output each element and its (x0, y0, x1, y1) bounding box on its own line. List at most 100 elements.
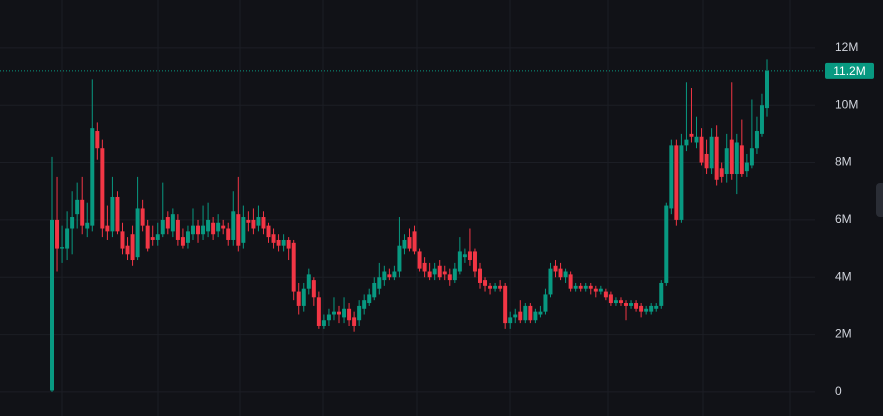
y-tick-label: 2M (835, 327, 852, 341)
candle-body (75, 199, 80, 215)
candle-body (85, 222, 90, 229)
candle-body (135, 208, 140, 258)
candle-body (719, 168, 724, 177)
candle-body (306, 274, 311, 289)
candle-body (372, 282, 377, 298)
candle-body (407, 237, 412, 249)
candle-body (548, 268, 553, 295)
last-price-label: 11.2M (833, 64, 865, 78)
candle-body (573, 285, 578, 289)
candle-body (754, 131, 759, 149)
candle-body (689, 133, 694, 137)
candle-body (598, 288, 603, 292)
candle-body (281, 239, 286, 246)
y-tick-label: 0 (835, 384, 842, 398)
last-price-badge (825, 62, 874, 79)
y-tick-label: 8M (835, 155, 852, 169)
candle-body (115, 196, 120, 232)
candle-body (211, 222, 216, 235)
candle-body (100, 148, 105, 229)
y-tick-label: 12M (835, 40, 858, 54)
candle-body (749, 148, 754, 166)
candle-body (377, 277, 382, 289)
candle-body (145, 225, 150, 249)
candle-body (422, 262, 427, 272)
y-tick-label: 4M (835, 269, 852, 283)
scroll-handle[interactable] (876, 183, 883, 217)
candle-body (130, 234, 135, 261)
candle-body (462, 254, 467, 258)
candle-body (120, 231, 125, 249)
candle-body (493, 285, 498, 289)
candle-body (90, 128, 95, 226)
candle-body (558, 268, 563, 278)
candle-body (271, 234, 276, 243)
candle-body (296, 291, 301, 306)
candle-body (256, 217, 261, 226)
candle-body (160, 219, 165, 235)
y-tick-label: 6M (835, 212, 852, 226)
candle-body (60, 247, 65, 249)
candle-body (659, 282, 664, 306)
candle-body (538, 311, 543, 315)
candle-body (583, 285, 588, 289)
candle-body (140, 208, 145, 226)
candle-body (734, 142, 739, 175)
candle-body (634, 303, 639, 309)
candle-body (170, 214, 175, 232)
candle-body (316, 297, 321, 326)
candle-body (70, 217, 75, 229)
candle-body (654, 305, 659, 309)
candle-body (387, 274, 392, 278)
candle-body (427, 271, 432, 278)
candle-body (624, 303, 629, 306)
candle-body (603, 291, 608, 298)
candle-body (412, 231, 417, 252)
candle-body (618, 300, 623, 304)
candle-body (180, 237, 185, 246)
candle-body (508, 317, 513, 324)
candle-body (608, 294, 613, 304)
candle-body (639, 305, 644, 312)
candle-body (206, 219, 211, 232)
candle-body (467, 251, 472, 261)
vertical-grid (61, 0, 791, 416)
candle-body (442, 271, 447, 275)
candle-body (251, 219, 256, 229)
y-tick-label: 10M (835, 97, 858, 111)
candle-body (503, 285, 508, 324)
candle-body (402, 239, 407, 249)
candle-body (523, 305, 528, 321)
candle-body (326, 314, 331, 321)
candle-body (150, 237, 155, 240)
candle-body (342, 308, 347, 318)
candle-body (452, 268, 457, 281)
candle-body (568, 274, 573, 289)
candle-body (392, 271, 397, 278)
candle-body (165, 217, 170, 229)
candle-body (593, 288, 598, 292)
candle-body (553, 265, 558, 272)
candle-body (518, 311, 523, 321)
candle-body (337, 311, 342, 315)
candle-body (397, 245, 402, 272)
candle-body (437, 265, 442, 278)
candle-body (528, 305, 533, 321)
candle-body (674, 145, 679, 220)
candle-body (185, 231, 190, 243)
candle-body (684, 139, 689, 146)
candle-body (155, 234, 160, 240)
candle-body (196, 225, 201, 235)
candle-body (649, 305, 654, 312)
candle-body (513, 314, 518, 318)
candle-body (644, 308, 649, 312)
candle-body (533, 311, 538, 321)
candle-body (382, 271, 387, 281)
candle-body (175, 219, 180, 240)
candle-body (241, 217, 246, 243)
candle-body (367, 294, 372, 304)
candle-body (125, 245, 130, 255)
candle-body (477, 268, 482, 283)
candle-body (331, 311, 336, 315)
